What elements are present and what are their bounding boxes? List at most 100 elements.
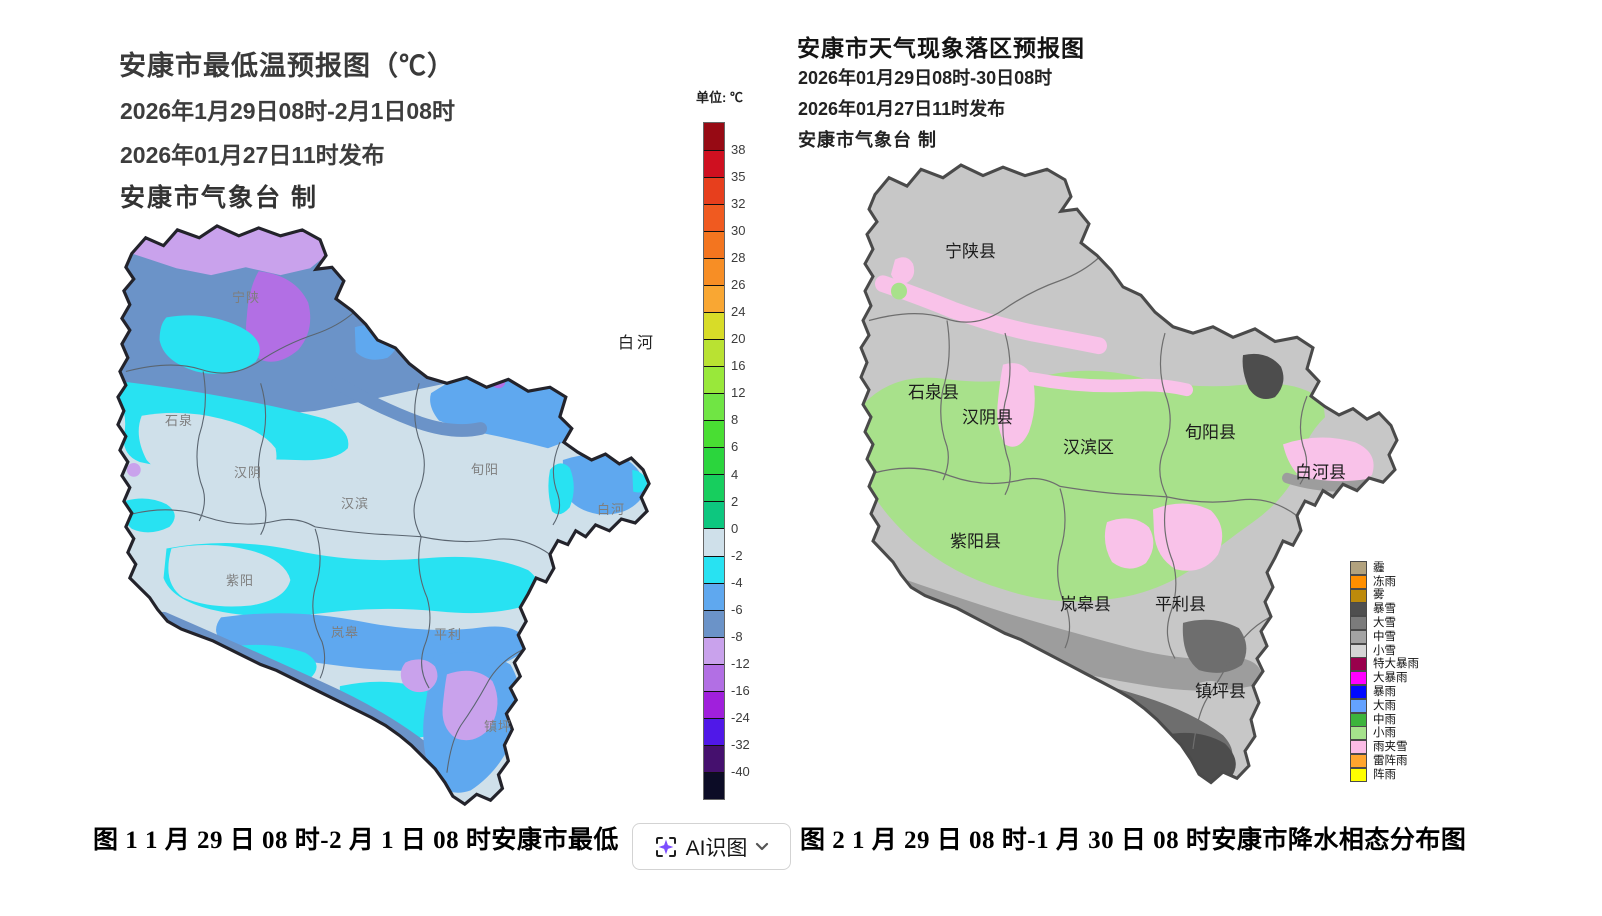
legend-item: 暴雪 <box>1350 602 1419 617</box>
figure1-caption: 图 1 1 月 29 日 08 时-2 月 1 日 08 时安康市最低 <box>93 827 619 854</box>
wx-region-sleet-nw <box>891 257 915 284</box>
colorbar-segment <box>704 474 724 502</box>
ai-sparkle-icon <box>655 836 676 857</box>
temp-region-zhenping-lavender <box>442 670 498 741</box>
district-label-baihe: 白河 <box>597 502 626 517</box>
left-map-producer: 安康市气象台 制 <box>120 184 318 212</box>
legend-swatch <box>1350 698 1367 713</box>
right-map-title: 安康市天气现象落区预报图 <box>797 35 1085 61</box>
chevron-down-icon <box>756 842 769 851</box>
colorbar-segment <box>704 636 724 664</box>
left-map-title: 安康市最低温预报图（℃） <box>119 51 455 81</box>
colorbar-tick-label: 38 <box>731 142 746 158</box>
legend-swatch <box>1350 767 1367 782</box>
legend-item: 暴雨 <box>1350 685 1419 700</box>
wx-region-blizzard-baihe-tip <box>1353 489 1393 517</box>
colorbar-tick-label: -32 <box>731 736 750 752</box>
district-label-shiquan: 石泉县 <box>908 383 959 402</box>
colorbar-tick-label: 16 <box>731 358 746 374</box>
colorbar-tick-label: 28 <box>731 250 746 266</box>
colorbar-segment <box>704 528 724 556</box>
colorbar-segment <box>704 663 724 691</box>
weather-type-legend: 霾冻雨雾暴雪 大雪 中雪 小雪 特大暴雨 大暴雨 暴雨 大雨 中雨 小雨 雨夹雪 雷阵雨 阵雨 <box>1350 560 1419 782</box>
legend-label: 雷阵雨 <box>1373 755 1408 768</box>
legend-swatch <box>1350 560 1367 575</box>
colorbar-tick-label: 0 <box>731 520 739 536</box>
legend-item: 雾 <box>1350 588 1419 603</box>
legend-item: 阵雨 <box>1350 767 1419 782</box>
colorbar-tick-label: 8 <box>731 412 739 428</box>
colorbar-segment <box>704 366 724 394</box>
legend-swatch <box>1350 671 1367 686</box>
colorbar-tick-label: 20 <box>731 331 746 347</box>
colorbar-segment <box>704 717 724 745</box>
wx-region-sleet-band-hanbin <box>1024 371 1193 397</box>
colorbar-segment <box>704 555 724 583</box>
legend-swatch <box>1350 588 1367 603</box>
district-borders <box>125 312 561 773</box>
colorbar-segment <box>704 150 724 178</box>
colorbar-tick-label: -2 <box>731 547 743 563</box>
district-label-hanbin: 汉滨 <box>341 496 370 511</box>
colorbar-segment <box>704 258 724 286</box>
temp-region-hanbin-north-steel <box>331 376 488 437</box>
legend-label: 大雨 <box>1373 699 1396 712</box>
legend-swatch <box>1350 712 1367 727</box>
colorbar-tick-label: -24 <box>731 709 750 725</box>
ai-recognize-button[interactable]: AI识图 <box>632 823 791 870</box>
temp-region-baihe-tip-cyan <box>632 469 648 493</box>
wx-region-sleet-hanyin <box>997 363 1035 447</box>
wx-spot-sleet-west <box>873 587 885 600</box>
district-label-baihe: 白河县 <box>1295 463 1346 482</box>
colorbar-segment <box>704 393 724 421</box>
legend-label: 雾 <box>1373 589 1385 602</box>
colorbar-segment <box>704 609 724 637</box>
colorbar-segment <box>704 582 724 610</box>
wx-region-sleet-langao <box>1104 518 1154 569</box>
colorbar-tick-label: 35 <box>731 169 746 185</box>
temp-region-ziyang-pale <box>168 545 291 607</box>
district-label-hanbin: 汉滨区 <box>1063 438 1114 457</box>
legend-label: 冻雨 <box>1373 575 1396 588</box>
temp-region-northeast-blue-band <box>430 377 572 449</box>
legend-label: 中雨 <box>1373 713 1396 726</box>
colorbar-segment <box>704 501 724 529</box>
floating-baihe-label: 白河 <box>618 335 657 352</box>
legend-label: 特大暴雨 <box>1373 658 1419 671</box>
district-label-langao: 岚皋 <box>331 625 360 640</box>
legend-item: 霾 <box>1350 560 1419 575</box>
temp-region-lan-gao-lavender <box>400 659 438 693</box>
colorbar-segment <box>704 744 724 772</box>
temp-region-shiquan-pale <box>138 412 277 488</box>
colorbar-tick-label: 2 <box>731 493 739 509</box>
legend-swatch <box>1350 685 1367 700</box>
legend-label: 暴雪 <box>1373 603 1396 616</box>
legend-item: 雨夹雪 <box>1350 740 1419 755</box>
temp-region-baihe-blue <box>562 454 644 515</box>
district-label-ningshan: 宁陕 <box>232 290 261 305</box>
wx-region-sleet-band-ningshan <box>875 275 1107 355</box>
colorbar-tick-label: -8 <box>731 628 743 644</box>
district-label-ningshan: 宁陕县 <box>945 242 996 261</box>
district-label-shiquan: 石泉 <box>165 413 194 428</box>
legend-swatch <box>1350 657 1367 672</box>
colorbar-tick-label: -6 <box>731 601 743 617</box>
legend-item: 大雪 <box>1350 616 1419 631</box>
colorbar-tick-label: -16 <box>731 682 750 698</box>
temp-region-ningshan-blue <box>354 324 396 360</box>
ai-button-label: AI识图 <box>685 836 748 860</box>
colorbar-segment <box>704 447 724 475</box>
district-label-xunyang: 旬阳 <box>471 462 500 477</box>
legend-swatch <box>1350 643 1367 658</box>
legend-item: 小雨 <box>1350 726 1419 741</box>
temp-spot-west-lavender <box>126 462 141 477</box>
district-label-hanyin: 汉阴 <box>234 465 263 480</box>
district-label-pingli: 平利县 <box>1155 595 1206 614</box>
legend-swatch <box>1350 616 1367 631</box>
right-map-producer: 安康市气象台 制 <box>798 130 938 150</box>
district-label-langao: 岚皋县 <box>1060 595 1111 614</box>
colorbar-tick-label: 12 <box>731 385 746 401</box>
min-temperature-map-svg <box>116 224 651 806</box>
district-borders <box>868 257 1308 749</box>
weather-phenomenon-map-svg <box>859 163 1399 785</box>
